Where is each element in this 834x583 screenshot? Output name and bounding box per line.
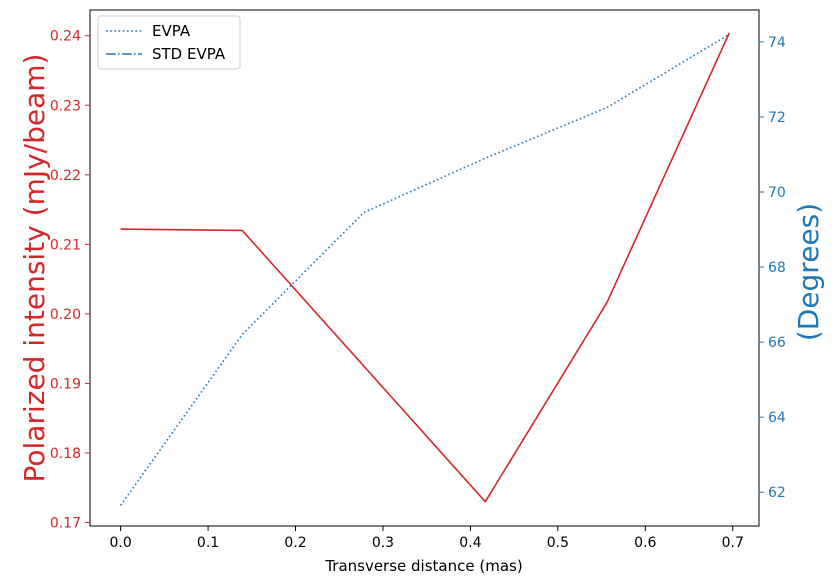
y-right-tick-label: 62 xyxy=(768,485,786,501)
y-left-tick-label: 0.17 xyxy=(50,516,81,532)
y-left-tick-label: 0.23 xyxy=(50,98,81,114)
x-tick-label: 0.4 xyxy=(459,535,481,551)
y-left-tick-label: 0.24 xyxy=(50,29,81,45)
y-right-tick-label: 72 xyxy=(768,110,786,126)
y-left-tick-label: 0.20 xyxy=(50,307,81,323)
y-right-tick-label: 70 xyxy=(768,185,786,201)
y-left-tick-label: 0.19 xyxy=(50,376,81,392)
y-left-axis-ticks: 0.17 0.18 0.19 0.20 0.21 0.22 0.23 0.24 xyxy=(50,29,90,532)
y-right-tick-label: 66 xyxy=(768,335,786,351)
legend-box xyxy=(97,15,241,70)
y-right-tick-label: 74 xyxy=(768,35,786,51)
x-tick-label: 0.1 xyxy=(197,535,219,551)
legend-label-std-evpa: STD EVPA xyxy=(152,45,226,63)
y-left-tick-label: 0.21 xyxy=(50,237,81,253)
y-right-tick-label: 68 xyxy=(768,260,786,276)
y-left-axis-label: Polarized intensity (mJy/beam) xyxy=(18,54,51,483)
plot-area xyxy=(89,9,760,527)
x-tick-label: 0.6 xyxy=(634,535,656,551)
y-right-axis-ticks: 62 64 66 68 70 72 74 xyxy=(759,35,786,501)
series-layer xyxy=(119,32,731,506)
x-tick-label: 0.2 xyxy=(284,535,306,551)
x-tick-label: 0.3 xyxy=(372,535,394,551)
x-tick-label: 0.5 xyxy=(547,535,569,551)
x-tick-label: 0.0 xyxy=(109,535,131,551)
legend: EVPA STD EVPA xyxy=(97,15,241,70)
y-left-tick-label: 0.22 xyxy=(50,168,81,184)
y-right-tick-label: 64 xyxy=(768,410,786,426)
y-right-axis-label: (Degrees) xyxy=(792,203,825,341)
x-tick-label: 0.7 xyxy=(722,535,744,551)
legend-label-evpa: EVPA xyxy=(152,22,191,40)
x-axis-ticks: 0.0 0.1 0.2 0.3 0.4 0.5 0.6 0.7 xyxy=(109,526,744,551)
x-axis-label: Transverse distance (mas) xyxy=(324,557,522,575)
polarized-intensity-series-line xyxy=(120,32,731,503)
y-left-tick-label: 0.18 xyxy=(50,446,81,462)
